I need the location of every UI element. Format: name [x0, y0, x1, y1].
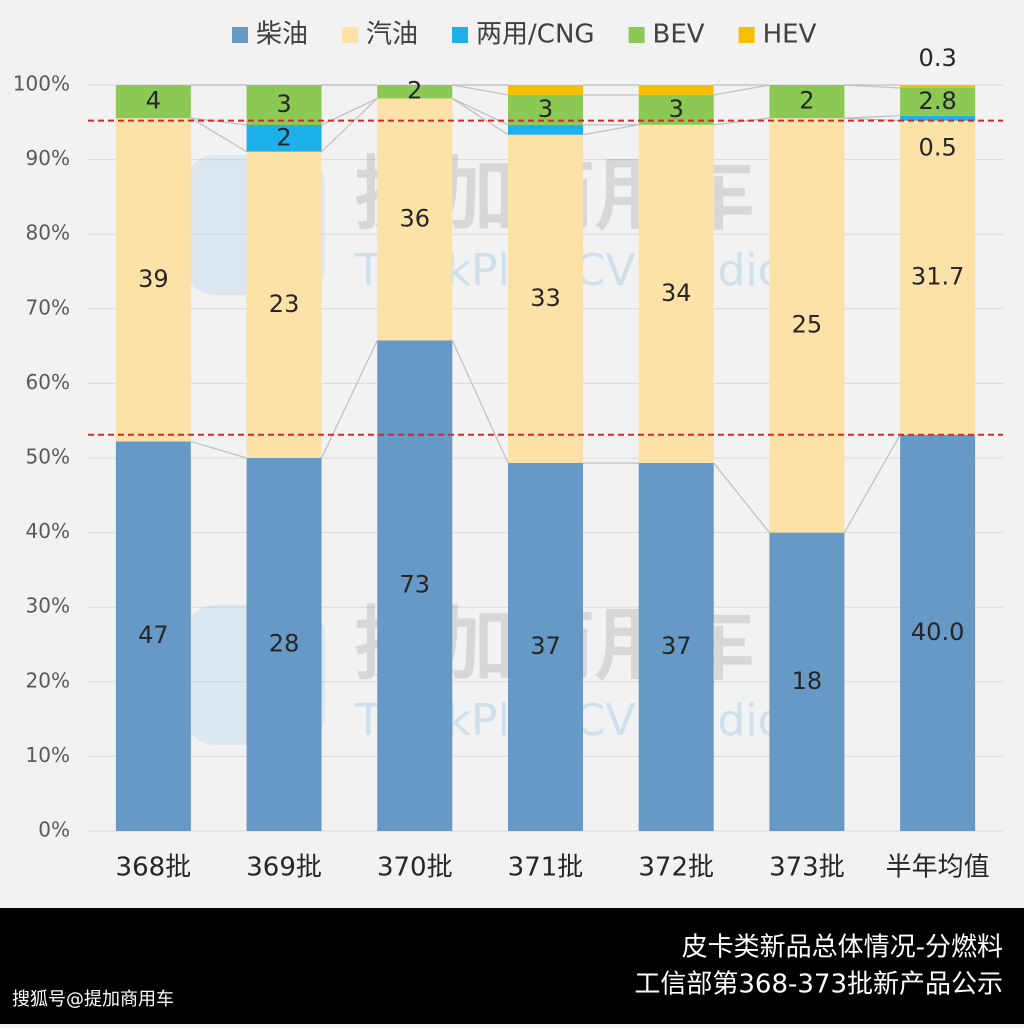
series-line [190, 440, 247, 459]
bar-segment [900, 120, 976, 435]
bar-segment [246, 458, 322, 831]
y-tick-label: 40% [26, 519, 70, 543]
legend-swatch [738, 27, 755, 43]
bar-segment [508, 134, 583, 463]
x-tick-label: 368批 [116, 853, 192, 883]
data-label: 4 [146, 87, 161, 115]
bar-segment [900, 115, 976, 121]
data-label: 37 [530, 632, 561, 660]
y-tick-label: 0% [38, 818, 70, 842]
series-line [321, 340, 378, 459]
bar-segment [769, 85, 845, 119]
legend-swatch [628, 27, 645, 43]
series-line [713, 462, 770, 533]
data-label: 0.5 [919, 134, 957, 162]
x-tick-label: 373批 [769, 853, 845, 883]
legend-label: 汽油 [366, 20, 418, 50]
series-lines [190, 84, 901, 533]
data-label: 2 [407, 77, 422, 105]
bar-segment [508, 85, 583, 95]
data-label: 28 [269, 630, 300, 658]
bar-segment [900, 85, 976, 88]
series-line [713, 84, 770, 96]
footer-band [0, 908, 1024, 1024]
data-label: 2.8 [919, 87, 957, 115]
data-label: 3 [538, 95, 553, 123]
legend-swatch [232, 27, 248, 43]
data-label: 39 [138, 265, 169, 293]
series-line [451, 340, 509, 464]
series-line [582, 124, 639, 136]
data-label: 3 [669, 95, 684, 123]
bar-segment [246, 151, 322, 458]
data-label: 2 [276, 123, 291, 151]
footer-source: 搜狐号@提加商用车 [12, 989, 174, 1010]
y-tick-label: 60% [26, 370, 70, 394]
y-tick-label: 50% [26, 445, 70, 469]
data-label: 34 [661, 279, 692, 307]
data-label: 31.7 [911, 263, 964, 291]
x-tick-label: 半年均值 [886, 853, 990, 883]
series-line [843, 434, 901, 533]
legend-label: 两用/CNG [476, 20, 595, 50]
data-label: 0.3 [919, 44, 957, 72]
bar-segment [769, 532, 845, 831]
legend-label: BEV [653, 20, 705, 50]
bar-segment [115, 118, 191, 442]
data-label: 25 [792, 310, 823, 338]
legend-swatch [342, 27, 359, 43]
data-label: 47 [138, 621, 169, 649]
y-tick-label: 20% [26, 668, 70, 692]
y-tick-label: 90% [26, 146, 70, 170]
data-label: 40.0 [911, 618, 964, 646]
bar-segment [638, 124, 714, 463]
data-label: 18 [792, 667, 823, 695]
bar-segment [769, 118, 845, 533]
y-tick-label: 80% [26, 221, 70, 245]
x-tick-label: 370批 [377, 853, 453, 883]
data-label: 36 [400, 204, 431, 232]
legend-label: HEV [763, 20, 817, 50]
bar-segment [377, 98, 453, 341]
series-line [451, 97, 509, 136]
bar-segment [115, 441, 191, 831]
legend-swatch [452, 27, 469, 43]
data-label: 23 [269, 290, 300, 318]
data-label: 33 [530, 284, 561, 312]
x-tick-label: 372批 [638, 853, 714, 883]
data-label: 37 [661, 632, 692, 660]
bar-segment [638, 85, 714, 95]
bar-segment [508, 462, 583, 831]
series-line [321, 98, 378, 153]
footer-title: 皮卡类新品总体情况-分燃料 [682, 933, 1003, 963]
y-tick-label: 10% [26, 743, 70, 767]
series-line [452, 84, 509, 96]
bar-segment [246, 124, 322, 152]
data-label: 2 [799, 87, 814, 115]
bar-segment [508, 124, 583, 135]
bar-segment [900, 434, 976, 831]
legend-label: 柴油 [256, 20, 308, 50]
footer-subtitle: 工信部第368-373批新产品公示 [634, 970, 1003, 1000]
series-line [190, 117, 247, 153]
bar-segment [115, 85, 191, 119]
y-tick-label: 70% [26, 295, 70, 319]
x-tick-label: 371批 [508, 853, 584, 883]
bar-segment [377, 85, 453, 99]
x-tick-label: 369批 [246, 853, 322, 883]
bar-segment [900, 87, 976, 116]
bar-segment [377, 340, 453, 831]
bar-segment [638, 462, 714, 831]
y-tick-label: 30% [26, 594, 70, 618]
series-line [844, 115, 901, 119]
bar-segment [246, 85, 322, 125]
y-tick-label: 100% [13, 72, 70, 96]
data-label: 3 [276, 90, 291, 118]
data-label: 73 [400, 571, 431, 599]
